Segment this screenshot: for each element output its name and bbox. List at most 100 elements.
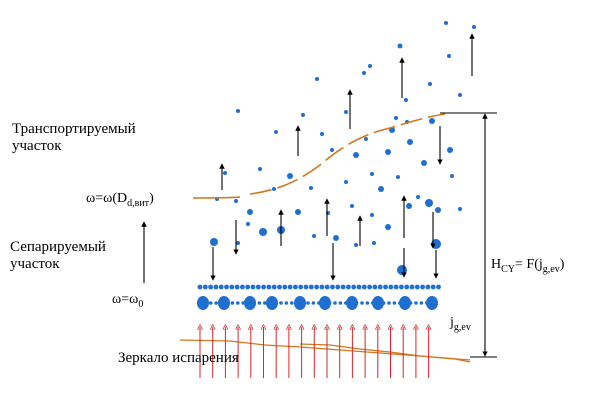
droplet	[351, 284, 357, 290]
droplet	[425, 284, 431, 290]
droplet	[425, 301, 429, 305]
droplet	[385, 224, 391, 230]
droplet	[208, 284, 214, 290]
droplet	[365, 301, 370, 305]
droplet	[436, 284, 441, 290]
droplet	[322, 301, 327, 305]
droplet	[372, 284, 378, 290]
droplet	[472, 25, 476, 29]
droplet	[350, 204, 354, 208]
droplet	[271, 284, 277, 290]
droplet	[266, 284, 272, 290]
droplet	[236, 109, 240, 113]
droplet	[246, 222, 250, 226]
droplet	[371, 301, 375, 305]
droplet	[306, 301, 310, 305]
droplet	[403, 301, 408, 305]
droplet	[344, 301, 348, 305]
droplet	[388, 284, 394, 290]
droplet	[300, 301, 305, 305]
droplet	[346, 284, 351, 290]
jg-sub: g,ev	[453, 322, 471, 333]
droplet	[287, 284, 293, 290]
droplet	[397, 265, 407, 275]
droplet	[234, 199, 238, 203]
droplet	[250, 284, 256, 290]
droplet	[320, 132, 324, 136]
droplet	[225, 301, 229, 305]
droplet	[458, 207, 462, 211]
droplet	[392, 301, 397, 305]
droplet	[284, 301, 289, 305]
droplet	[279, 301, 283, 305]
hcy-eq: = F(j	[515, 257, 543, 272]
droplet	[344, 180, 348, 184]
hcy-sub: CY	[501, 264, 516, 275]
hcy-eq-sub: g,ev	[542, 264, 560, 275]
droplet	[397, 43, 403, 49]
droplet	[213, 284, 219, 290]
droplet	[277, 284, 282, 290]
droplet	[458, 93, 462, 97]
droplet	[246, 301, 251, 305]
omega-upper-sub: d,вит	[127, 198, 150, 209]
droplet	[209, 301, 213, 305]
droplet	[398, 301, 402, 305]
droplet	[317, 301, 321, 305]
droplet	[273, 301, 278, 305]
droplet	[333, 301, 337, 305]
separation-zone-line1: Сепарируемый	[10, 239, 106, 255]
droplet	[421, 160, 427, 166]
droplet	[408, 301, 413, 305]
droplet	[407, 139, 413, 145]
droplet	[370, 213, 374, 217]
droplet	[295, 301, 300, 305]
droplet	[354, 243, 358, 247]
droplet	[349, 301, 354, 305]
droplet	[301, 113, 305, 117]
droplet	[370, 172, 374, 176]
droplet	[298, 284, 304, 290]
droplet	[435, 207, 441, 213]
droplet	[234, 284, 240, 290]
droplet	[414, 284, 420, 290]
droplet	[245, 284, 251, 290]
droplet	[404, 98, 408, 102]
droplet	[335, 284, 341, 290]
droplet	[354, 301, 359, 305]
droplet	[429, 118, 435, 124]
omega-upper-label: ω=ω(Dd,вит)	[86, 190, 154, 209]
droplet	[218, 284, 224, 290]
droplet	[290, 301, 294, 305]
droplet	[287, 173, 293, 179]
droplet	[223, 171, 227, 175]
droplet	[324, 284, 330, 290]
droplet	[377, 284, 383, 290]
droplet	[353, 152, 359, 158]
droplet	[360, 301, 364, 305]
droplet	[372, 241, 376, 245]
droplet	[385, 149, 391, 155]
droplet	[319, 284, 325, 290]
droplet	[309, 186, 313, 190]
droplet	[308, 284, 314, 290]
droplet	[312, 234, 316, 238]
droplet	[327, 301, 332, 305]
droplet	[224, 284, 229, 290]
droplet	[214, 301, 218, 305]
droplet	[293, 284, 298, 290]
droplet	[430, 284, 436, 290]
droplet	[257, 301, 262, 305]
droplet	[241, 301, 245, 305]
droplet	[444, 21, 448, 25]
droplet	[274, 130, 278, 134]
droplet	[247, 209, 253, 215]
boundary-left	[192, 196, 241, 199]
droplet	[311, 301, 316, 305]
droplet	[333, 235, 339, 241]
droplet	[419, 301, 424, 305]
droplet	[378, 186, 384, 192]
droplet	[381, 301, 386, 305]
droplet	[330, 284, 335, 290]
